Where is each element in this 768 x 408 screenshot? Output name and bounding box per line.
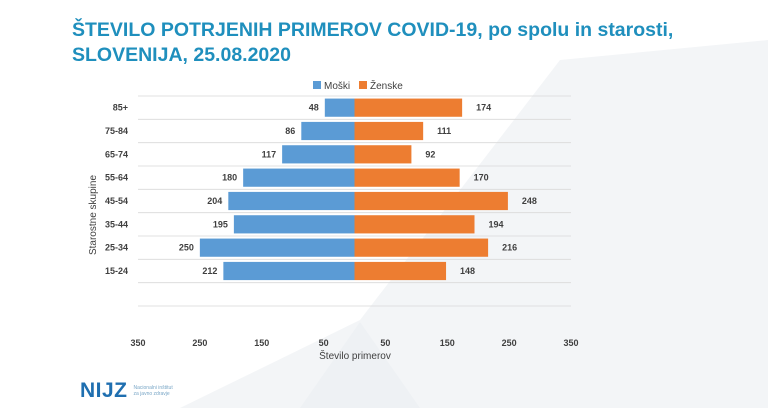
bar-male [228, 191, 355, 211]
data-label-male: 250 [179, 243, 194, 253]
logo-subtitle-line-2: za javno zdravje [133, 391, 170, 397]
category-label: 75-84 [105, 126, 128, 136]
logo-subtitle: Nacionalni inštitut za javno zdravje [134, 385, 194, 397]
bar-male [282, 145, 355, 164]
bar-female [354, 261, 447, 281]
x-tick-label: 350 [563, 338, 578, 348]
bar-male [233, 215, 355, 234]
y-axis-title: Starostne skupine [88, 175, 99, 255]
legend-label-male: Moški [324, 81, 350, 92]
x-tick-label: 150 [254, 338, 269, 348]
category-label: 45-54 [105, 196, 128, 206]
category-label: 35-44 [105, 219, 128, 229]
logo-subtitle-line-1: Nacionalni inštitut [133, 385, 173, 391]
bar-male [301, 121, 355, 141]
data-label-female: 248 [522, 196, 537, 206]
chart-labels: 350 250 150 50 50 150 250 350 85+ 48 174 75-84 86 111… [105, 103, 579, 348]
data-label-male: 117 [262, 149, 277, 159]
slide-title-line-2: SLOVENIJA, 25.08.2020 [72, 44, 291, 66]
bar-male [223, 261, 355, 281]
data-label-female: 174 [476, 103, 491, 113]
bar-male [243, 168, 355, 187]
data-label-male: 204 [207, 196, 222, 206]
bar-female [354, 168, 460, 187]
data-label-female: 216 [502, 243, 517, 253]
data-label-male: 86 [285, 126, 295, 136]
data-label-female: 92 [425, 149, 435, 159]
category-label: 85+ [113, 103, 128, 113]
category-label: 15-24 [105, 266, 128, 276]
x-tick-label: 250 [502, 338, 517, 348]
bar-female [354, 98, 463, 117]
chart-grid [138, 95, 571, 307]
data-label-male: 195 [213, 219, 228, 229]
x-tick-label: 250 [192, 338, 207, 348]
chart-bars [199, 98, 508, 281]
legend-label-female: Ženske [370, 79, 403, 92]
slide-title-line-1: ŠTEVILO POTRJENIH PRIMEROV COVID-19, po … [72, 19, 674, 41]
bar-male [199, 238, 355, 257]
x-tick-label: 50 [319, 338, 329, 348]
data-label-male: 180 [222, 173, 237, 183]
x-tick-label: 50 [380, 338, 390, 348]
data-label-female: 194 [489, 219, 504, 229]
data-label-female: 111 [437, 126, 451, 136]
category-label: 65-74 [105, 149, 128, 159]
category-label: 25-34 [105, 243, 128, 253]
bar-female [354, 121, 424, 141]
bar-female [354, 145, 412, 164]
x-tick-label: 350 [130, 338, 145, 348]
nijz-logo: NIJZ Nacionalni inštitut za javno zdravj… [80, 378, 194, 404]
x-axis-title: Število primerov [319, 349, 391, 362]
bar-male [324, 98, 355, 117]
category-label: 55-64 [105, 173, 128, 183]
logo-mark: NIJZ [80, 379, 128, 402]
data-label-male: 212 [202, 266, 217, 276]
slide-title: ŠTEVILO POTRJENIH PRIMEROV COVID-19, po … [72, 18, 732, 68]
legend-swatch-male [313, 81, 321, 89]
bar-female [354, 238, 489, 257]
data-label-male: 48 [309, 103, 319, 113]
x-tick-label: 150 [440, 338, 455, 348]
data-label-female: 170 [474, 173, 489, 183]
bar-female [354, 215, 475, 234]
data-label-female: 148 [460, 266, 475, 276]
legend-swatch-female [359, 81, 367, 89]
chart-legend: Moški Ženske [313, 79, 403, 92]
bar-female [354, 191, 508, 211]
